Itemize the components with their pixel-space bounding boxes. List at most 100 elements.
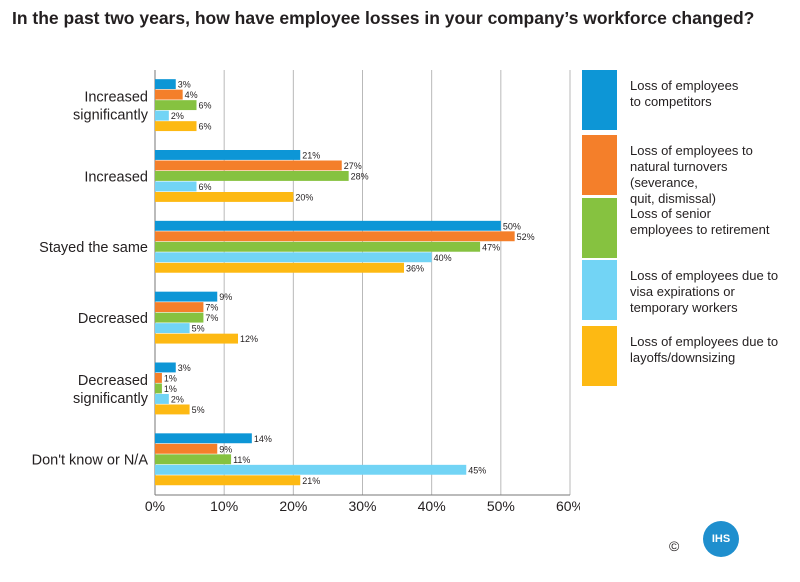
bar	[155, 383, 162, 394]
category-label: Decreased	[78, 311, 148, 327]
bar	[155, 454, 232, 465]
bar	[155, 79, 176, 90]
legend-swatch	[582, 326, 617, 386]
x-tick-label: 10%	[210, 498, 238, 514]
legend-item: Loss of employees to competitors	[582, 70, 792, 130]
chart-title: In the past two years, how have employee…	[12, 8, 755, 28]
data-label: 45%	[468, 465, 486, 475]
copyright-symbol: ©	[669, 538, 680, 554]
bar	[155, 150, 301, 160]
legend-item: Loss of employees due to layoffs/downsizi…	[582, 326, 792, 386]
legend-swatch	[582, 135, 617, 195]
data-label: 3%	[178, 363, 191, 373]
legend-label-line: layoffs/downsizing	[630, 350, 736, 365]
bar	[155, 192, 294, 202]
data-label: 6%	[199, 101, 212, 111]
bar	[155, 121, 197, 132]
data-label: 5%	[192, 405, 205, 415]
bar	[155, 464, 467, 475]
bar	[155, 241, 481, 252]
category-label: Increased	[84, 169, 148, 185]
data-label: 21%	[302, 476, 320, 486]
bar	[155, 160, 342, 171]
data-label: 9%	[219, 444, 232, 454]
legend-item: Loss of senior employees to retirement	[582, 198, 792, 258]
bar	[155, 433, 252, 444]
bar	[155, 171, 349, 181]
x-tick-label: 40%	[418, 498, 446, 514]
data-label: 4%	[185, 90, 198, 100]
data-label: 1%	[164, 374, 177, 384]
legend-swatch	[582, 70, 617, 130]
data-label: 28%	[351, 172, 369, 182]
data-label: 7%	[205, 313, 218, 323]
bar	[155, 100, 197, 111]
data-label: 9%	[219, 292, 232, 302]
category-label: Don't know or N/A	[32, 453, 149, 469]
legend-label-line: Loss of employees to	[630, 143, 753, 158]
bar	[155, 181, 197, 192]
legend-label: Loss of employees due to layoffs/downsizi…	[630, 334, 795, 366]
data-label: 14%	[254, 434, 272, 444]
bar	[155, 302, 204, 313]
legend-label-line: employees to retirement	[630, 222, 770, 237]
data-label: 21%	[302, 151, 320, 161]
legend-label-line: temporary workers	[630, 300, 738, 315]
bar	[155, 252, 432, 263]
legend-swatch	[582, 198, 617, 258]
data-label: 3%	[178, 80, 191, 90]
bar	[155, 262, 404, 273]
bar	[155, 475, 301, 486]
data-label: 36%	[406, 263, 424, 273]
data-label: 20%	[295, 193, 313, 203]
x-tick-label: 20%	[279, 498, 307, 514]
legend-label-line: Loss of senior	[630, 206, 711, 221]
bar	[155, 231, 515, 242]
category-label: Stayed the same	[39, 240, 148, 256]
x-tick-label: 30%	[348, 498, 376, 514]
legend-label-line: Loss of employees	[630, 78, 739, 93]
legend-label: Loss of employees to natural turnovers (s…	[630, 143, 795, 207]
bar	[155, 110, 169, 121]
bar	[155, 220, 501, 231]
data-label: 47%	[482, 242, 500, 252]
bar	[155, 291, 218, 302]
bar	[155, 89, 183, 100]
legend-label: Loss of employees to competitors	[630, 78, 795, 110]
legend-label-line: natural turnovers (severance,	[630, 159, 728, 190]
data-label: 50%	[503, 221, 521, 231]
x-tick-label: 0%	[145, 498, 165, 514]
category-label: Increased	[84, 89, 148, 105]
bar-chart: 0% 10% 20% 30% 40% 50% 60% Increased significant…	[32, 70, 580, 514]
bar	[155, 443, 218, 454]
data-label: 5%	[192, 324, 205, 334]
legend-label-line: quit, dismissal)	[630, 191, 716, 206]
bar	[155, 373, 162, 383]
legend-label-line: Loss of employees due to	[630, 268, 779, 283]
data-label: 52%	[517, 232, 535, 242]
data-label: 40%	[434, 253, 452, 263]
legend-label: Loss of senior employees to retirement	[630, 206, 795, 238]
legend-label-line: visa expirations or	[630, 284, 735, 299]
category-label: significantly	[73, 107, 149, 123]
ihs-logo: IHS	[703, 521, 739, 557]
legend-label-line: Loss of employees due to	[630, 334, 779, 349]
data-label: 2%	[171, 111, 184, 121]
legend-item: Loss of employees due to visa expirations…	[582, 260, 792, 320]
legend-label: Loss of employees due to visa expirations…	[630, 268, 795, 316]
category-label: Decreased	[78, 373, 148, 389]
data-label: 6%	[199, 182, 212, 192]
data-label: 1%	[164, 384, 177, 394]
category-label: significantly	[73, 391, 149, 407]
data-label: 2%	[171, 395, 184, 405]
bar	[155, 362, 176, 373]
bar	[155, 333, 238, 344]
legend-item: Loss of employees to natural turnovers (s…	[582, 135, 792, 206]
legend-swatch	[582, 260, 617, 320]
data-label: 11%	[233, 455, 250, 465]
data-label: 12%	[240, 334, 258, 344]
data-label: 27%	[344, 161, 362, 171]
x-tick-label: 50%	[487, 498, 515, 514]
legend-label-line: to competitors	[630, 94, 712, 109]
bar	[155, 323, 190, 334]
